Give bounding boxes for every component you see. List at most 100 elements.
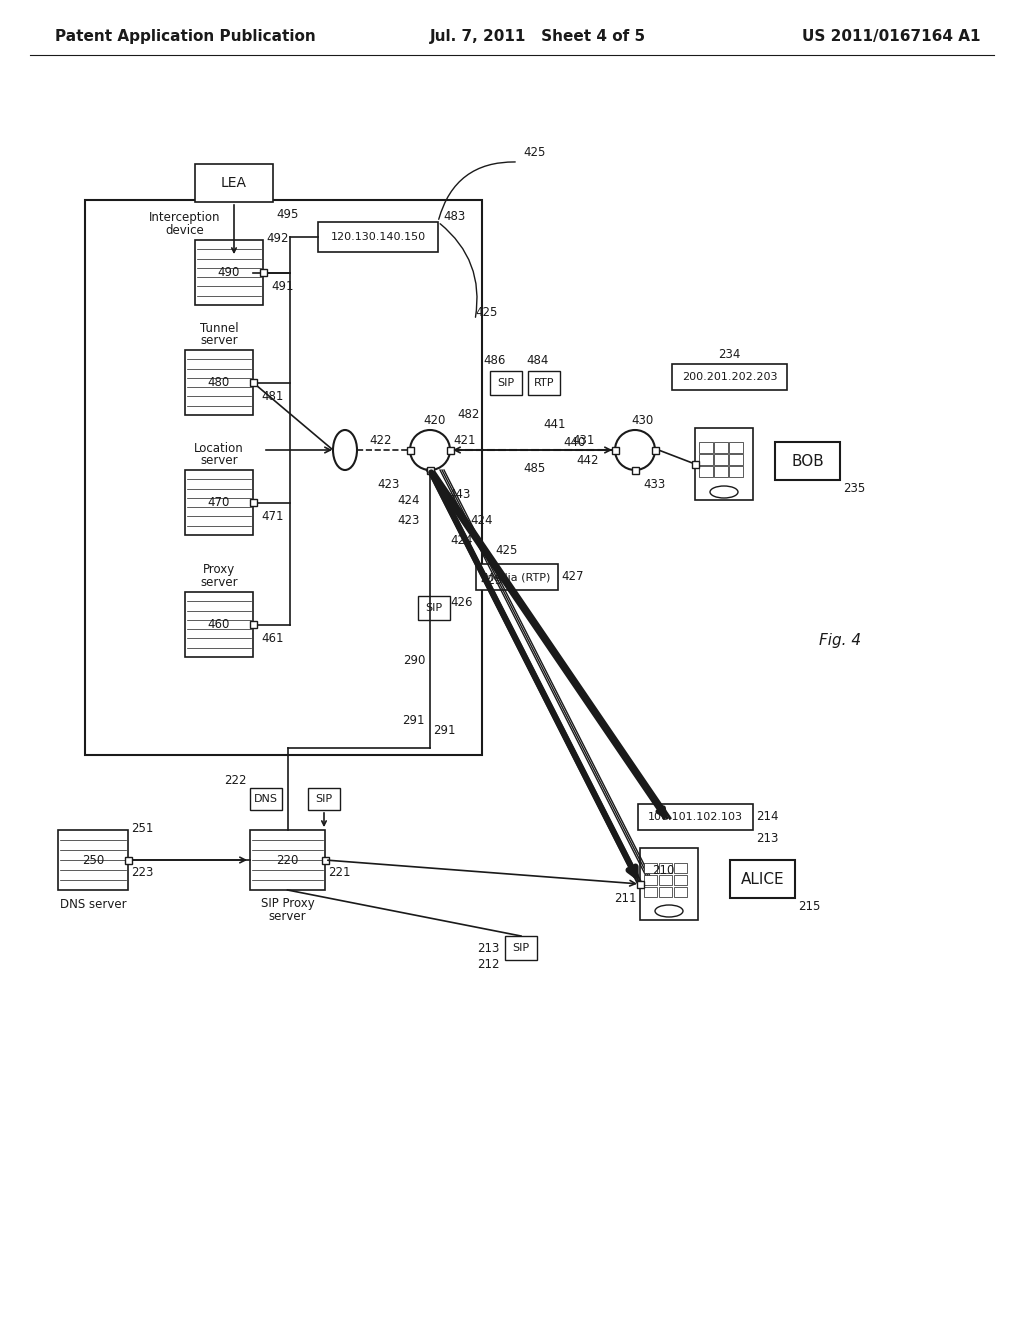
Bar [185, 591, 253, 657]
Bar [651, 446, 658, 454]
Text: 430: 430 [632, 413, 654, 426]
Bar [714, 454, 728, 465]
Text: US 2011/0167164 A1: US 2011/0167164 A1 [802, 29, 980, 45]
Text: 211: 211 [614, 892, 637, 906]
Bar [250, 620, 256, 628]
Text: 443: 443 [449, 488, 471, 502]
Bar [659, 875, 672, 884]
Bar [85, 201, 482, 755]
Bar [611, 446, 618, 454]
Text: SIP: SIP [315, 795, 333, 804]
Bar [699, 466, 713, 477]
Text: Jul. 7, 2011   Sheet 4 of 5: Jul. 7, 2011 Sheet 4 of 5 [430, 29, 646, 45]
Text: server: server [268, 909, 306, 923]
Text: 425: 425 [480, 573, 503, 586]
Text: 426: 426 [451, 595, 473, 609]
Text: ALICE: ALICE [740, 871, 784, 887]
Text: 291: 291 [433, 723, 456, 737]
Bar [644, 875, 657, 884]
Bar [729, 442, 743, 453]
Bar [446, 446, 454, 454]
Text: 495: 495 [276, 207, 298, 220]
Bar [637, 880, 643, 887]
Bar [640, 847, 698, 920]
Bar [250, 379, 256, 385]
Bar [259, 269, 266, 276]
Bar [427, 466, 433, 474]
Text: 420: 420 [424, 413, 446, 426]
Text: BOB: BOB [792, 454, 824, 469]
Text: device: device [166, 223, 205, 236]
Bar [674, 863, 687, 873]
Bar [672, 364, 787, 389]
Bar [644, 863, 657, 873]
Text: SIP: SIP [498, 378, 515, 388]
Bar [659, 887, 672, 898]
Bar [505, 936, 537, 960]
Bar [250, 499, 256, 506]
Text: server: server [200, 576, 238, 589]
Bar [185, 470, 253, 535]
Text: 481: 481 [261, 389, 284, 403]
Bar [714, 442, 728, 453]
Text: Tunnel: Tunnel [200, 322, 239, 334]
Text: 470: 470 [208, 496, 230, 510]
Text: 424: 424 [450, 533, 472, 546]
Text: 484: 484 [526, 355, 549, 367]
Text: 100.101.102.103: 100.101.102.103 [648, 812, 743, 822]
Bar [195, 240, 263, 305]
Text: 220: 220 [276, 854, 299, 866]
Bar [125, 857, 131, 863]
Text: 421: 421 [453, 433, 475, 446]
Text: 213: 213 [477, 941, 500, 954]
Bar [476, 564, 558, 590]
Text: 210: 210 [652, 863, 675, 876]
Bar [308, 788, 340, 810]
Text: 423: 423 [397, 513, 420, 527]
Circle shape [615, 430, 655, 470]
Text: DNS: DNS [254, 795, 278, 804]
Text: Location: Location [195, 441, 244, 454]
Bar [250, 830, 325, 890]
Text: 460: 460 [208, 618, 230, 631]
Text: SIP Proxy: SIP Proxy [261, 898, 314, 911]
Bar [674, 875, 687, 884]
Bar [638, 804, 753, 830]
Text: 215: 215 [798, 899, 820, 912]
Bar [699, 454, 713, 465]
Text: 440: 440 [564, 436, 586, 449]
Text: 234: 234 [718, 347, 740, 360]
Bar [195, 164, 273, 202]
Text: SIP: SIP [512, 942, 529, 953]
Text: 442: 442 [577, 454, 599, 466]
Text: 483: 483 [443, 210, 465, 223]
Text: 480: 480 [208, 376, 230, 389]
Text: 424: 424 [397, 494, 420, 507]
Text: 120.130.140.150: 120.130.140.150 [331, 232, 426, 242]
Bar [58, 830, 128, 890]
Text: 423: 423 [378, 479, 400, 491]
Text: 200.201.202.203: 200.201.202.203 [682, 372, 777, 381]
Bar [185, 350, 253, 414]
Text: LEA: LEA [221, 176, 247, 190]
Text: 291: 291 [402, 714, 425, 726]
Text: RTP: RTP [534, 378, 554, 388]
Bar [729, 454, 743, 465]
Text: 222: 222 [224, 774, 247, 787]
Ellipse shape [710, 486, 738, 498]
Text: Patent Application Publication: Patent Application Publication [55, 29, 315, 45]
Bar [699, 442, 713, 453]
Text: 251: 251 [131, 821, 154, 834]
Bar [644, 887, 657, 898]
Text: Fig. 4: Fig. 4 [819, 632, 861, 648]
Text: 471: 471 [261, 510, 284, 523]
Bar [714, 466, 728, 477]
Text: Proxy: Proxy [203, 564, 236, 577]
Text: DNS server: DNS server [59, 898, 126, 911]
Bar [407, 446, 414, 454]
Text: 433: 433 [643, 479, 666, 491]
Bar [318, 222, 438, 252]
Text: 425: 425 [495, 544, 517, 557]
Text: 425: 425 [523, 145, 546, 158]
Bar [695, 428, 753, 500]
